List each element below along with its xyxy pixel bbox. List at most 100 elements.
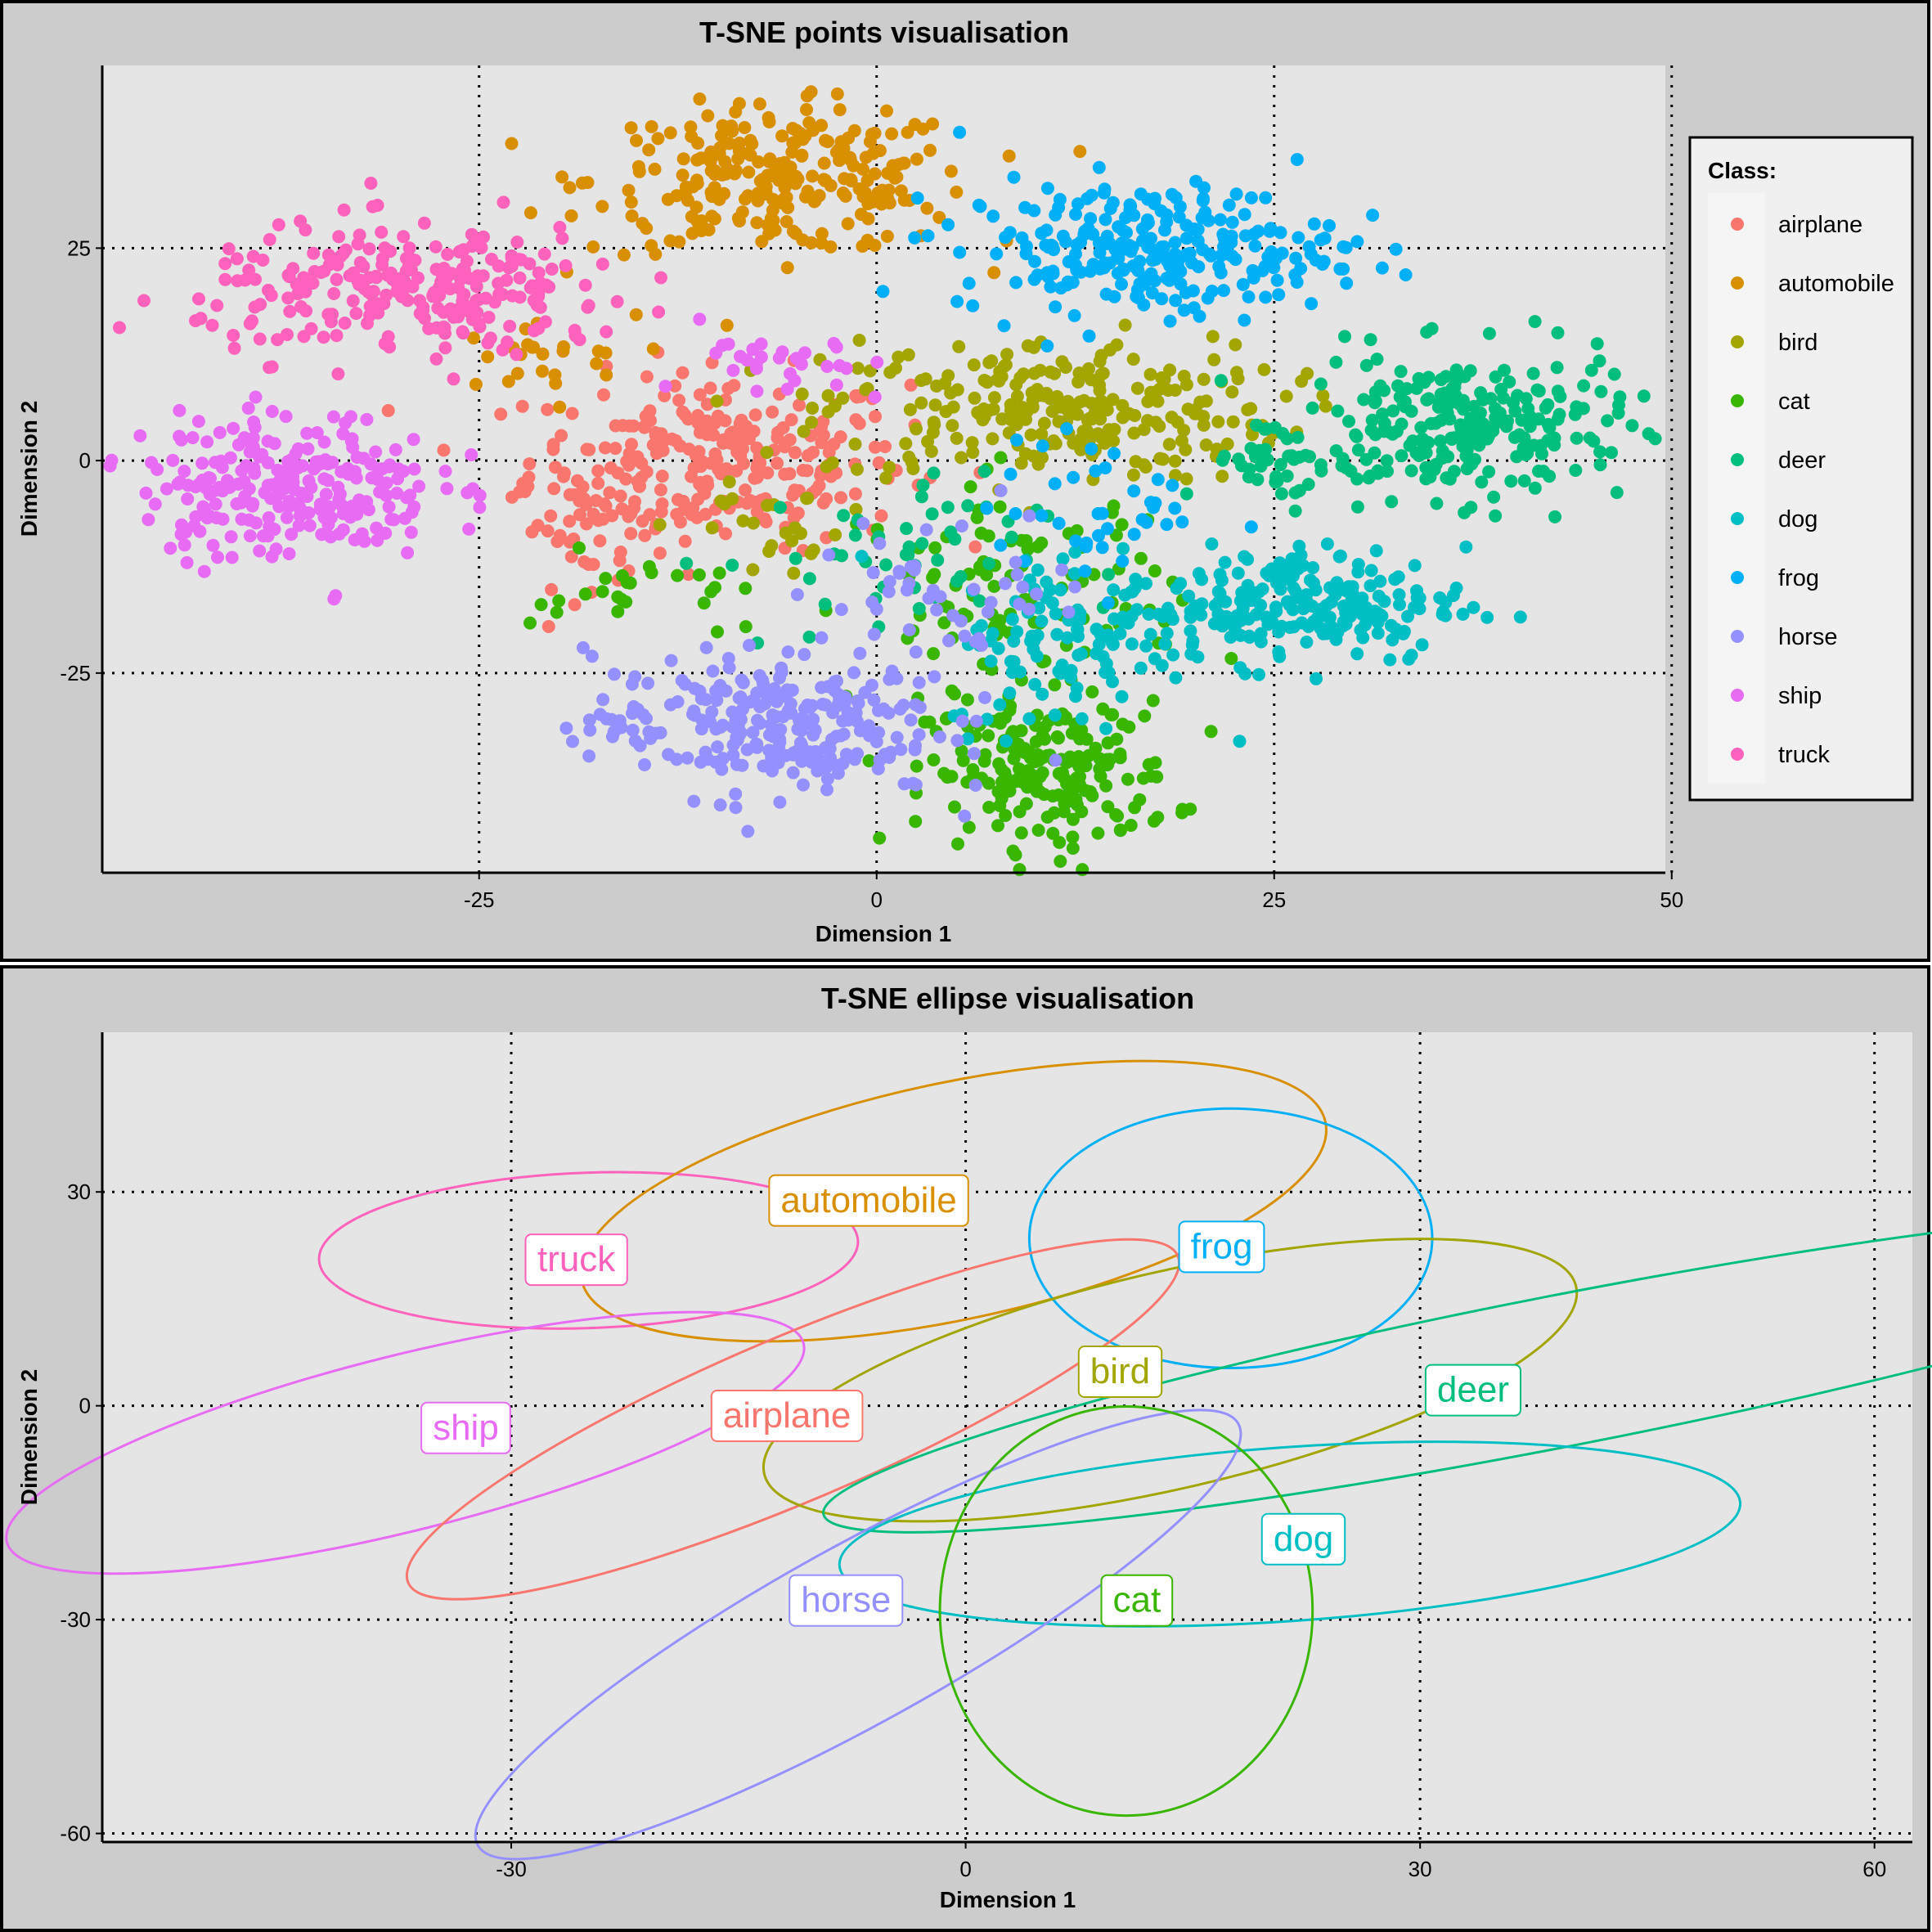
point-frog <box>1202 213 1215 227</box>
point-airplane <box>869 440 882 454</box>
point-bird <box>1301 366 1314 380</box>
point-horse <box>614 721 628 735</box>
point-dog <box>1384 618 1398 632</box>
point-ship <box>324 530 338 544</box>
point-dog <box>1107 583 1121 597</box>
point-deer <box>1331 404 1345 418</box>
point-bird <box>883 366 897 380</box>
point-automobile <box>556 344 570 358</box>
point-airplane <box>848 487 862 501</box>
point-automobile <box>780 261 794 275</box>
point-horse <box>600 712 613 726</box>
point-bird <box>987 391 1001 405</box>
point-cat <box>1085 685 1099 699</box>
ellipse-chart-title: T-SNE ellipse visualisation <box>821 982 1194 1015</box>
point-automobile <box>599 346 613 360</box>
point-deer <box>1464 501 1478 514</box>
point-dog <box>1351 565 1365 579</box>
point-ship <box>371 473 384 487</box>
point-airplane <box>812 479 826 492</box>
point-ship <box>400 491 414 505</box>
point-truck <box>492 259 505 273</box>
point-airplane <box>653 546 667 560</box>
point-horse <box>820 783 833 797</box>
point-airplane <box>757 512 771 526</box>
point-ship <box>407 433 420 447</box>
ellipse-x-ticks: -30 0 30 60 <box>496 1842 1886 1881</box>
point-automobile <box>944 164 958 178</box>
point-frog <box>1263 224 1277 238</box>
point-bird <box>762 545 776 558</box>
point-airplane <box>597 388 610 402</box>
point-dog <box>1056 552 1070 566</box>
point-horse <box>714 720 728 734</box>
point-automobile <box>801 184 815 198</box>
point-deer <box>1254 459 1268 473</box>
point-horse <box>849 706 863 720</box>
point-horse <box>820 772 834 786</box>
point-airplane <box>665 432 679 446</box>
point-horse <box>709 684 723 698</box>
point-deer <box>916 479 930 492</box>
point-horse <box>699 745 712 759</box>
point-cat <box>1151 811 1165 824</box>
point-automobile <box>802 116 816 129</box>
point-frog <box>1069 208 1082 221</box>
ellipse-label-text-airplane: airplane <box>723 1395 851 1436</box>
point-horse <box>853 724 867 738</box>
point-deer <box>1404 404 1418 418</box>
point-automobile <box>923 143 937 157</box>
point-horse <box>1055 563 1069 577</box>
point-truck <box>246 249 260 263</box>
point-frog <box>999 231 1013 245</box>
point-airplane <box>658 389 672 402</box>
point-airplane <box>737 456 750 470</box>
point-dog <box>1090 622 1103 636</box>
point-bird <box>1035 427 1049 441</box>
point-truck <box>443 282 457 296</box>
point-frog <box>972 198 986 212</box>
point-cat <box>1025 768 1039 782</box>
point-deer <box>1394 365 1408 379</box>
point-dog <box>1070 681 1084 695</box>
point-truck <box>512 253 526 267</box>
point-dog <box>1231 566 1245 580</box>
point-dog <box>993 698 1007 712</box>
point-ship <box>292 519 306 532</box>
point-ship <box>303 519 317 532</box>
point-automobile <box>505 137 519 151</box>
point-horse <box>678 677 692 691</box>
point-cat <box>1105 505 1119 519</box>
point-frog <box>1103 201 1117 215</box>
point-horse <box>872 703 885 717</box>
point-airplane <box>591 464 605 478</box>
point-horse <box>566 735 579 748</box>
points-series-automobile <box>467 85 1087 414</box>
point-deer <box>1570 400 1584 414</box>
point-frog <box>1244 191 1258 204</box>
point-airplane <box>525 525 539 539</box>
point-frog <box>1191 234 1205 248</box>
point-ship <box>173 429 186 443</box>
ellipse-y-tick-label: -60 <box>60 1822 91 1846</box>
point-frog <box>1158 223 1171 237</box>
point-bird <box>1017 367 1031 381</box>
point-deer <box>1490 416 1504 429</box>
ellipse-label-text-deer: deer <box>1437 1370 1509 1410</box>
ellipse-label-box-ship <box>420 1401 511 1454</box>
point-truck <box>418 312 431 326</box>
point-truck <box>218 272 232 286</box>
point-deer <box>1359 358 1373 372</box>
point-ship <box>750 384 764 398</box>
point-dog <box>1031 563 1045 577</box>
point-cat <box>1052 788 1066 802</box>
point-frog <box>1151 473 1165 487</box>
point-automobile <box>932 210 946 224</box>
point-airplane <box>771 456 784 470</box>
legend-label-frog: frog <box>1778 565 1819 591</box>
point-dog <box>1192 567 1206 581</box>
point-truck <box>456 326 470 340</box>
point-bird <box>1018 447 1032 461</box>
point-bird <box>1279 389 1293 403</box>
point-cat <box>1134 551 1148 565</box>
